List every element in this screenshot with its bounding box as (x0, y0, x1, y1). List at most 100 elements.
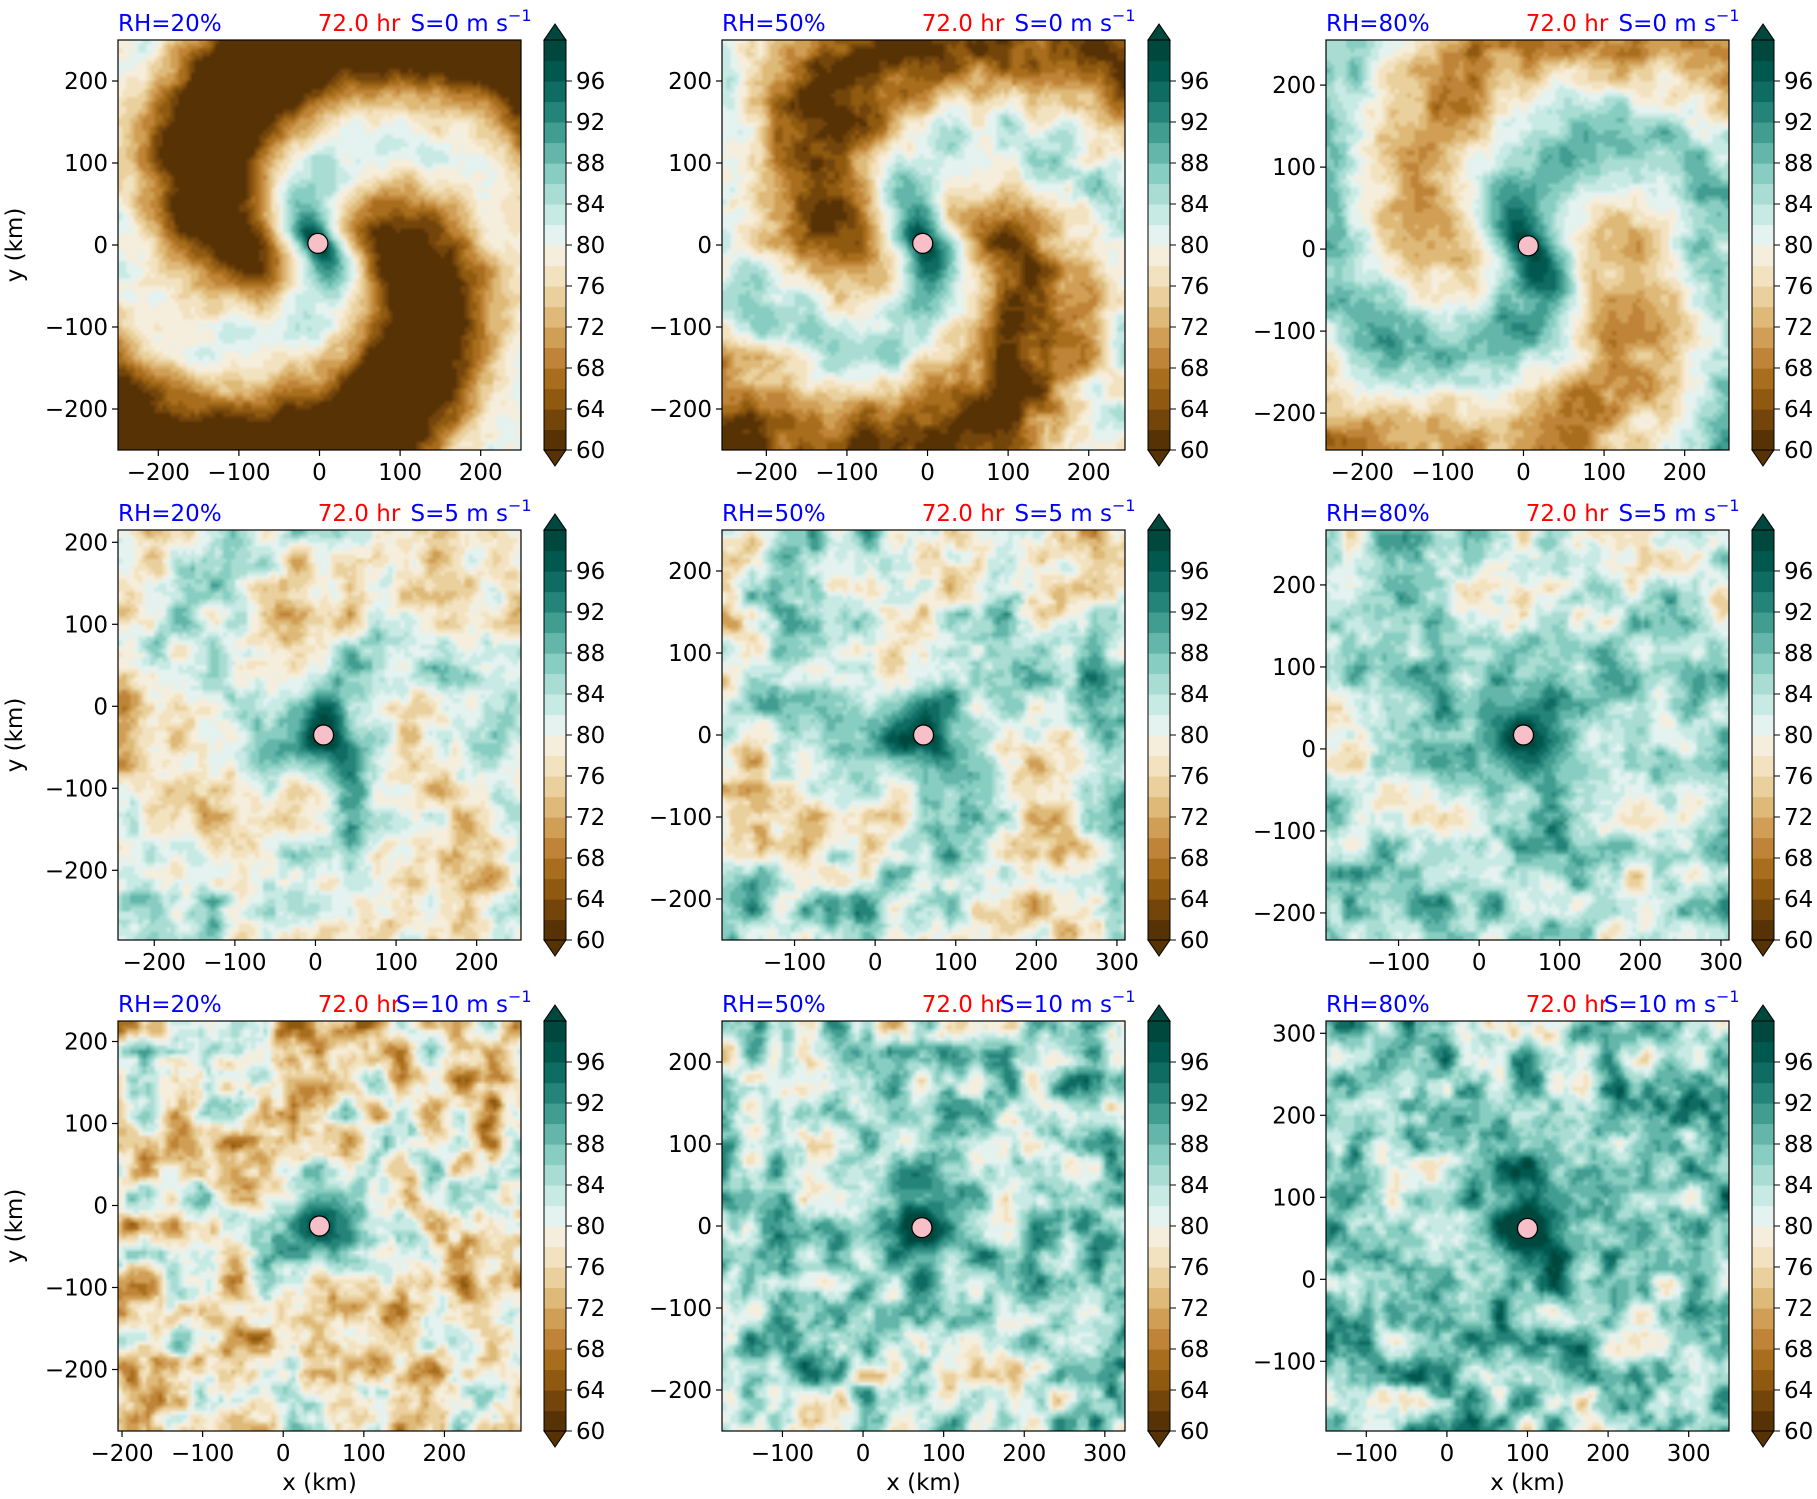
colorbar-tick-label: 96 (576, 559, 605, 585)
y-tick-label: −200 (649, 1378, 712, 1404)
x-tick-label: −100 (751, 1441, 814, 1467)
colorbar-level-band (544, 204, 566, 225)
colorbar-level-band (544, 184, 566, 205)
title-time: 72.0 hr (922, 11, 1005, 37)
colorbar-level-band (1148, 122, 1170, 143)
colorbar-tick-label: 72 (1180, 315, 1209, 341)
y-tick-label: 100 (668, 1132, 712, 1158)
title-time: 72.0 hr (1526, 992, 1609, 1018)
title-time: 72.0 hr (922, 992, 1005, 1018)
y-tick-label: 0 (93, 694, 108, 720)
colorbar-level-band (1752, 1349, 1774, 1370)
panel-1-3: −200 −100 0 100 200 −200 −100 0 100 200 RH=80% 72.0… (1253, 6, 1813, 486)
colorbar-extend-min (1148, 450, 1170, 466)
colorbar: 60 64 68 72 76 80 84 88 92 96 (1752, 1005, 1813, 1447)
x-tick-label: 100 (374, 950, 418, 976)
colorbar-level-band (1148, 1308, 1170, 1329)
colorbar-level-band (1752, 348, 1774, 369)
colorbar-tick-label: 92 (1784, 1091, 1813, 1117)
colorbar-tick-label: 72 (576, 805, 605, 831)
colorbar-tick-label: 76 (576, 1255, 605, 1281)
colorbar-tick-label: 72 (1784, 805, 1813, 831)
colorbar-tick-label: 96 (1180, 559, 1209, 585)
y-tick-label: 0 (93, 1194, 108, 1220)
colorbar-level-band (1752, 756, 1774, 777)
colorbar-level-band (1148, 1288, 1170, 1309)
colorbar-tick-label: 80 (1180, 723, 1209, 749)
colorbar-level-band (1148, 368, 1170, 389)
colorbar-level-band (544, 1308, 566, 1329)
colorbar-level-band (544, 81, 566, 102)
x-tick-label: 200 (1067, 460, 1111, 486)
colorbar-level-band (1148, 1103, 1170, 1124)
title-shear-exponent: −1 (1112, 987, 1136, 1006)
colorbar-level-band (1752, 40, 1774, 61)
colorbar-level-band (544, 756, 566, 777)
colorbar-level-band (1752, 327, 1774, 348)
colorbar-tick-label: 92 (1180, 1091, 1209, 1117)
title-time: 72.0 hr (1526, 11, 1609, 37)
title-shear-exponent: −1 (1716, 496, 1740, 515)
title-rh: RH=20% (118, 11, 222, 37)
colorbar-extend-min (1148, 940, 1170, 956)
colorbar-tick-label: 92 (576, 110, 605, 136)
colorbar-level-band (544, 1144, 566, 1165)
colorbar: 60 64 68 72 76 80 84 88 92 96 (1148, 514, 1209, 956)
colorbar-extend-max (1148, 514, 1170, 530)
x-tick-label: 200 (1663, 460, 1707, 486)
colorbar-level-band (1148, 61, 1170, 82)
colorbar-level-band (544, 838, 566, 859)
colorbar-level-band (544, 879, 566, 900)
colorbar-tick-label: 64 (1180, 1378, 1209, 1404)
colorbar-tick-label: 72 (1784, 315, 1813, 341)
title-time: 72.0 hr (1526, 501, 1609, 527)
panel-2-2: −100 0 100 200 300 −200 −100 0 100 200 RH=50% 72.0 … (649, 496, 1209, 976)
title-shear-exponent: −1 (1112, 496, 1136, 515)
colorbar-tick-label: 80 (1180, 1214, 1209, 1240)
panel-1-1: −200 −100 0 100 200 −200 −100 0 100 200 y (km) RH=2… (2, 6, 605, 486)
colorbar-level-band (544, 694, 566, 715)
x-tick-label: 100 (922, 1441, 966, 1467)
colorbar-level-band (1752, 797, 1774, 818)
colorbar-level-band (1148, 245, 1170, 266)
colorbar-extend-min (544, 940, 566, 956)
colorbar-level-band (1752, 1288, 1774, 1309)
x-tick-label: −100 (203, 950, 266, 976)
y-tick-label: 300 (1272, 1021, 1316, 1047)
panel-3-1: −200 −100 0 100 200−200−1000100200y (km)x (k… (2, 987, 605, 1496)
colorbar-level-band (1148, 1185, 1170, 1206)
colorbar-level-band (544, 389, 566, 410)
colorbar-extend-max (544, 1005, 566, 1021)
colorbar-level-band (1148, 1144, 1170, 1165)
colorbar-level-band (1148, 1206, 1170, 1227)
title-rh: RH=80% (1326, 501, 1430, 527)
y-tick-label: −200 (45, 397, 108, 423)
panel-3-2: −100 0 100 200 300−200−1000100200x (km)RH=50… (649, 987, 1209, 1496)
x-tick-label: −100 (815, 460, 878, 486)
colorbar-level-band (1148, 307, 1170, 328)
colorbar-extend-max (1752, 1005, 1774, 1021)
colorbar-level-band (1752, 592, 1774, 613)
storm-center-marker (1513, 725, 1533, 745)
colorbar-extend-min (544, 450, 566, 466)
colorbar-level-band (544, 858, 566, 879)
colorbar-level-band (1752, 571, 1774, 592)
colorbar-level-band (544, 776, 566, 797)
x-tick-label: 200 (1618, 950, 1662, 976)
y-tick-label: −100 (45, 776, 108, 802)
colorbar-level-band (1752, 776, 1774, 797)
colorbar: 60 64 68 72 76 80 84 88 92 96 (1148, 1005, 1209, 1447)
y-tick-label: 0 (1301, 737, 1316, 763)
colorbar-level-band (1148, 348, 1170, 369)
colorbar-level-band (1752, 225, 1774, 246)
title-shear: S=0 m s (410, 11, 508, 37)
colorbar-level-band (1148, 327, 1170, 348)
colorbar-level-band (544, 530, 566, 551)
y-axis-label: y (km) (2, 698, 28, 773)
colorbar-tick-label: 76 (1784, 1255, 1813, 1281)
x-axis-label: x (km) (1490, 1470, 1565, 1496)
y-tick-label: 0 (1301, 237, 1316, 263)
colorbar-level-band (544, 1021, 566, 1042)
storm-center-marker (1518, 236, 1538, 256)
colorbar-tick-label: 84 (1784, 1173, 1813, 1199)
